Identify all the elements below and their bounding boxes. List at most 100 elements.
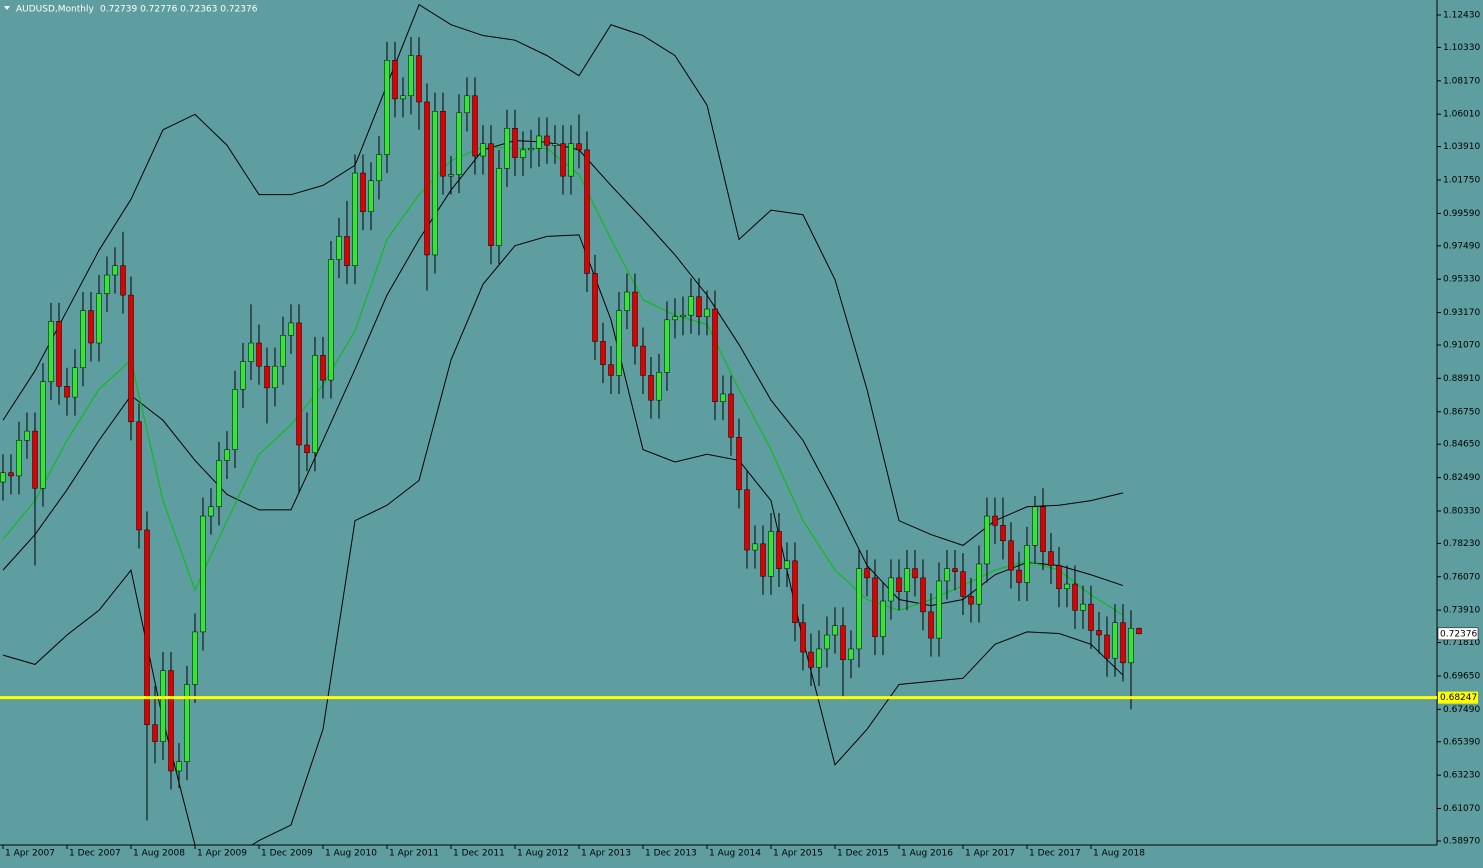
candle-body [760,543,766,577]
candle-body [400,95,406,100]
y-tick-label: 1.01750 [1443,176,1480,186]
y-tick-label: 0.61070 [1443,804,1480,814]
x-tick-label: 1 Apr 2011 [389,849,439,859]
candle-body [784,560,790,569]
candle-body [264,365,270,389]
y-tick-label: 0.97490 [1443,241,1480,251]
y-tick-label: 0.91070 [1443,341,1480,351]
candle-body [840,625,846,660]
candle-body [184,684,190,762]
y-tick-label: 0.63230 [1443,771,1480,781]
y-tick-label: 0.71810 [1443,638,1480,648]
x-tick-label: 1 Aug 2016 [901,849,953,859]
y-tick-label: 0.76070 [1443,572,1480,582]
candle-body [304,444,310,453]
y-tick-label: 0.58970 [1443,836,1480,846]
x-tick-label: 1 Aug 2012 [517,849,569,859]
candle-body [600,341,606,365]
candle-body [312,355,318,453]
candle-body [616,310,622,376]
candle-body [728,393,734,438]
candle-body [128,294,134,423]
x-tick-label: 1 Apr 2015 [773,849,823,859]
candle-body [456,112,462,175]
candle-body [1136,627,1142,635]
y-tick-label: 1.08170 [1443,76,1480,86]
candle-body [928,611,934,639]
candle-body [488,143,494,246]
candle-body [608,364,614,376]
candle-body [32,430,38,489]
candle-body [552,143,558,146]
candle-body [736,437,742,491]
candle-body [240,361,246,390]
candle-body [680,314,686,317]
x-tick-label: 1 Dec 2009 [261,849,313,859]
candle-body [872,577,878,637]
candle-body [768,531,774,577]
candle-body [808,651,814,668]
y-tick-label: 0.93170 [1443,308,1480,318]
candle-body [520,149,526,158]
candle-body [344,236,350,267]
candle-body [880,600,886,637]
y-tick-label: 0.88910 [1443,374,1480,384]
candle-body [912,568,918,579]
candle-body [224,449,230,461]
quote: 0.72739 0.72776 0.72363 0.72376 [100,5,258,15]
y-tick-label: 1.06010 [1443,110,1480,120]
candle-body [288,322,294,336]
candle-body [1072,583,1078,611]
candle-body [1016,569,1022,583]
candle-body [752,543,758,551]
candle-body [1088,603,1094,631]
candle-body [792,560,798,623]
candle-body [216,460,222,508]
candle-body [824,634,830,650]
bid-label: 0.72376 [1440,629,1477,639]
candle-body [464,95,470,114]
candle-body [544,135,550,146]
candle-body [232,389,238,450]
candle-body [328,259,334,381]
candle-body [112,265,118,276]
plot-area [0,3,1142,845]
y-tick-label: 0.69650 [1443,671,1480,681]
menu-arrow[interactable] [4,6,10,10]
candle-body [72,367,78,398]
candle-body [200,515,206,633]
y-tick-label: 0.84650 [1443,440,1480,450]
candle-body [296,322,302,446]
candle-body [896,577,902,593]
candle-body [1000,525,1006,542]
candle-body [1120,622,1126,664]
candle-body [648,375,654,401]
candle-body [96,293,102,344]
y-tick-label: 0.99590 [1443,209,1480,219]
candle-body [136,421,142,531]
candle-body [192,631,198,685]
x-tick-label: 1 Aug 2010 [325,849,377,859]
candle-body [528,148,534,151]
candle-body [960,571,966,597]
candle-body [656,372,662,401]
candle-body [632,291,638,347]
y-tick-label: 1.03910 [1443,142,1480,152]
candle-body [1112,622,1118,659]
candle-body [712,308,718,402]
candle-body [864,568,870,579]
candle-body [8,472,14,477]
candle-body [592,273,598,342]
y-tick-label: 0.73910 [1443,606,1480,616]
candle-body [800,622,806,653]
candle-body [1096,630,1102,636]
candle-body [936,580,942,639]
candle-body [104,274,110,294]
x-tick-label: 1 Apr 2013 [581,849,631,859]
candle-body [1104,634,1110,659]
x-tick-label: 1 Apr 2007 [5,849,55,859]
candle-body [568,143,574,177]
candle-body [432,110,438,256]
indicator-line [2,3,1124,546]
candle-body [336,236,342,260]
